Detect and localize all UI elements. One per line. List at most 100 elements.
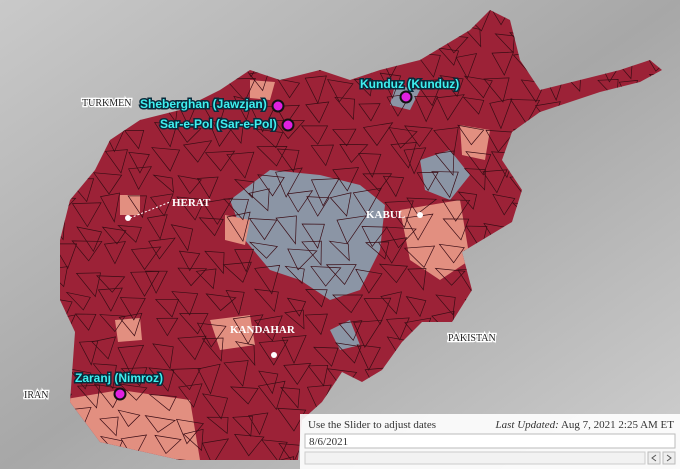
district-border xyxy=(60,296,73,323)
date-box[interactable] xyxy=(304,433,676,449)
district-border xyxy=(101,226,127,245)
district-border xyxy=(489,98,513,130)
district-border xyxy=(71,202,102,228)
district-border xyxy=(386,93,412,117)
district-border xyxy=(403,147,427,175)
district-border xyxy=(151,147,181,172)
district-border xyxy=(405,296,427,318)
district-border xyxy=(332,167,360,192)
district-border xyxy=(128,151,150,174)
district-border xyxy=(144,415,176,433)
slider-instruction: Use the Slider to adjust dates xyxy=(308,419,436,431)
slider-next-button[interactable] xyxy=(662,451,676,465)
district-border xyxy=(233,95,253,121)
district-border xyxy=(232,415,253,437)
captured-city-marker xyxy=(281,118,295,132)
district-border xyxy=(463,168,486,191)
slider-track[interactable] xyxy=(304,451,646,465)
district-border xyxy=(434,150,455,176)
district-border xyxy=(154,299,180,318)
district-border xyxy=(462,96,485,115)
district-border xyxy=(174,124,202,143)
district-border xyxy=(275,167,303,198)
district-border xyxy=(253,288,279,313)
district-border xyxy=(99,416,119,437)
district-border xyxy=(196,322,227,348)
contested-area xyxy=(400,200,470,280)
district-border xyxy=(171,291,199,316)
district-border xyxy=(104,149,128,174)
contested-area xyxy=(460,125,490,160)
slider-date[interactable]: 8/6/2021 xyxy=(309,436,348,448)
district-border xyxy=(275,104,301,125)
district-border xyxy=(327,79,354,103)
district-border xyxy=(256,146,288,167)
district-border xyxy=(258,339,289,366)
district-border xyxy=(91,336,117,360)
district-border xyxy=(403,245,436,269)
district-border xyxy=(78,340,99,366)
district-border xyxy=(182,428,204,452)
district-border xyxy=(75,272,101,298)
district-border xyxy=(361,226,388,248)
district-border xyxy=(234,433,265,457)
district-border xyxy=(119,297,146,321)
district-border xyxy=(117,224,142,243)
last-updated: Last Updated: Aug 7, 2021 2:25 AM ET xyxy=(495,419,675,431)
district-border xyxy=(492,193,516,216)
district-border xyxy=(407,268,427,291)
district-border xyxy=(222,261,252,283)
district-border xyxy=(196,176,219,199)
district-border xyxy=(276,148,300,173)
captured-city-label: Sheberghan (Jawzjan) xyxy=(140,97,267,111)
district-border xyxy=(494,33,515,54)
district-border xyxy=(313,346,339,367)
district-border xyxy=(332,294,364,314)
contested-area xyxy=(120,195,140,215)
district-border xyxy=(414,79,443,107)
country-label: IRAN xyxy=(24,390,48,401)
city-label: KANDAHAR xyxy=(230,324,296,336)
district-border xyxy=(355,268,383,294)
district-border xyxy=(382,175,405,198)
district-border xyxy=(178,250,201,272)
district-border xyxy=(483,77,510,103)
captured-city-label: Sar-e-Pol (Sar-e-Pol) xyxy=(160,117,277,131)
district-border xyxy=(60,243,78,270)
district-border xyxy=(310,178,340,207)
district-border xyxy=(463,75,493,99)
district-border xyxy=(336,215,367,245)
district-border xyxy=(275,456,295,460)
district-border xyxy=(177,175,202,195)
district-border xyxy=(170,368,202,391)
district-border xyxy=(148,394,177,412)
district-border xyxy=(146,214,168,240)
district-border xyxy=(154,434,182,455)
district-border xyxy=(257,380,286,411)
district-border xyxy=(332,128,357,147)
district-border xyxy=(204,250,225,275)
district-border xyxy=(247,412,269,436)
district-border xyxy=(99,314,126,333)
herat-dot xyxy=(125,215,131,221)
district-border xyxy=(229,386,259,405)
district-border xyxy=(275,215,297,245)
district-border xyxy=(325,264,357,285)
district-border xyxy=(301,223,325,249)
district-border xyxy=(310,266,342,287)
district-border xyxy=(404,125,434,148)
slider-prev-button[interactable] xyxy=(647,451,661,465)
district-border xyxy=(286,297,307,317)
captured-city-label: Kunduz (Kunduz) xyxy=(360,77,459,91)
district-border xyxy=(328,240,350,262)
district-border xyxy=(406,197,438,215)
district-border xyxy=(232,314,264,345)
district-border xyxy=(201,438,230,460)
district-border xyxy=(71,240,103,262)
district-border xyxy=(156,317,179,337)
district-border xyxy=(284,309,305,330)
district-border xyxy=(68,368,92,390)
herat-connector xyxy=(129,201,171,219)
district-border xyxy=(128,166,153,191)
